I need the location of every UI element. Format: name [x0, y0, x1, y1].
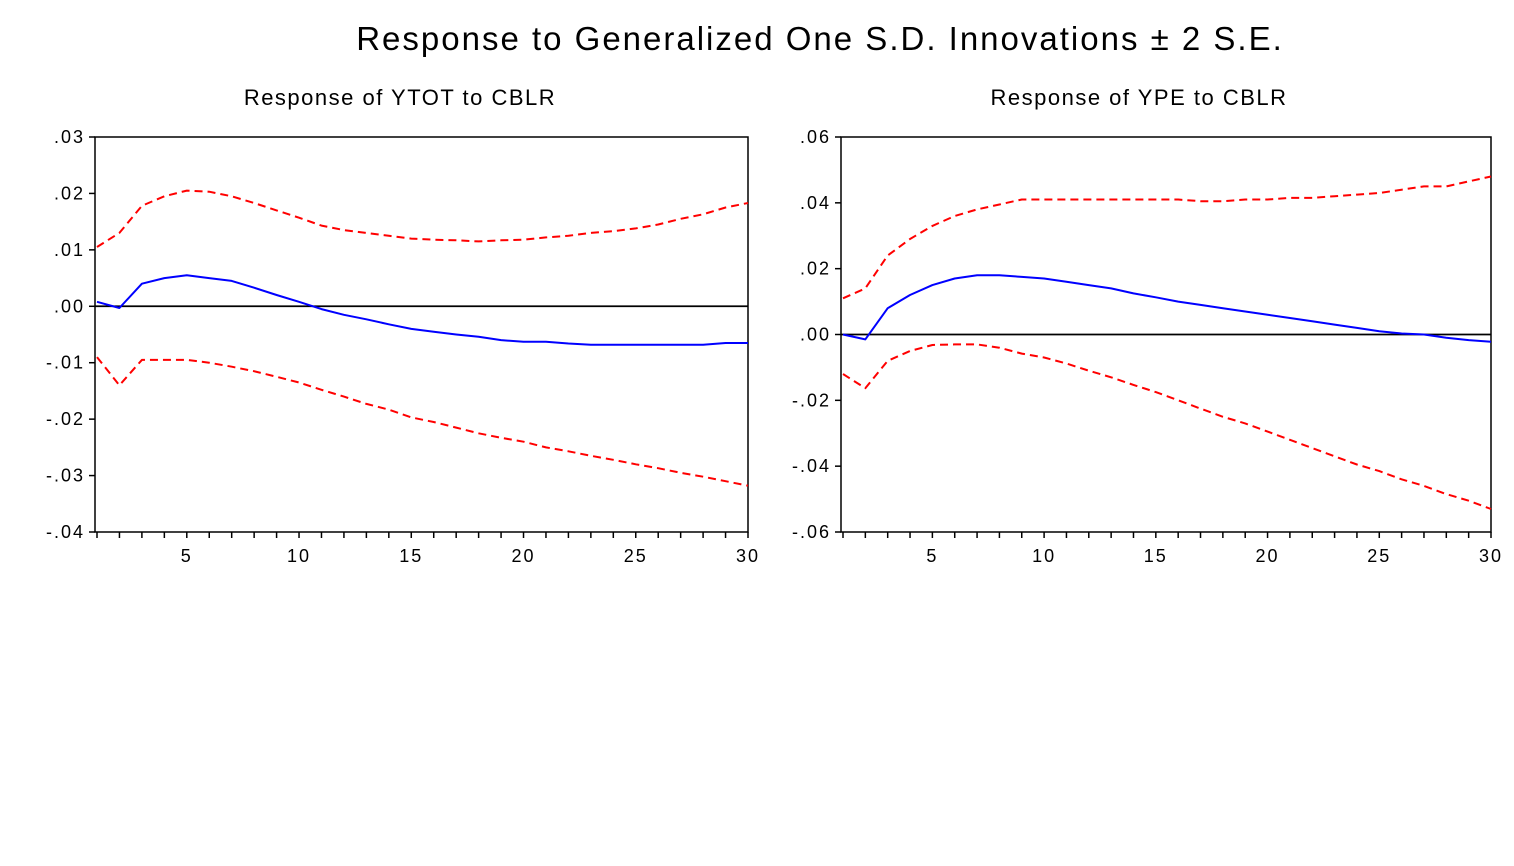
y-tick-label: -.01 [46, 353, 85, 373]
y-tick-label: .01 [54, 240, 85, 260]
y-tick-label: .00 [54, 296, 85, 316]
x-tick-label: 30 [736, 546, 760, 566]
series-upper [843, 177, 1491, 299]
y-tick-label: -.02 [792, 390, 831, 410]
series-lower [97, 357, 748, 486]
x-tick-label: 25 [624, 546, 648, 566]
series-response [97, 275, 748, 344]
y-tick-label: -.02 [46, 409, 85, 429]
y-tick-label: .03 [54, 127, 85, 147]
series-upper [97, 191, 748, 247]
y-tick-label: .06 [800, 127, 831, 147]
y-tick-label: -.04 [46, 522, 85, 542]
x-tick-label: 15 [1144, 546, 1168, 566]
x-tick-label: 30 [1479, 546, 1503, 566]
x-tick-label: 20 [512, 546, 536, 566]
panel-ytot: Response of YTOT to CBLR .03 .02 .01 .00 -.0… [46, 85, 760, 566]
y-tick-label: .02 [800, 259, 831, 279]
panel-subtitle: Response of YPE to CBLR [990, 85, 1287, 110]
y-tick-label: -.03 [46, 466, 85, 486]
y-tick-label: .02 [54, 183, 85, 203]
chart-title: Response to Generalized One S.D. Innovat… [356, 20, 1284, 57]
x-tick-label: 25 [1367, 546, 1391, 566]
series-lower [843, 344, 1491, 509]
series-response [843, 275, 1491, 341]
plot-frame [95, 137, 748, 532]
y-tick-label: .04 [800, 193, 831, 213]
panel-subtitle: Response of YTOT to CBLR [244, 85, 556, 110]
panel-ype: Response of YPE to CBLR .06 .04 .02 .00 -.02… [792, 85, 1503, 566]
x-tick-label: 5 [181, 546, 193, 566]
x-tick-label: 20 [1256, 546, 1280, 566]
y-tick-label: .00 [800, 325, 831, 345]
x-tick-label: 10 [1032, 546, 1056, 566]
x-tick-label: 15 [399, 546, 423, 566]
x-tick-label: 5 [926, 546, 938, 566]
y-tick-label: -.06 [792, 522, 831, 542]
x-tick-label: 10 [287, 546, 311, 566]
y-tick-label: -.04 [792, 456, 831, 476]
